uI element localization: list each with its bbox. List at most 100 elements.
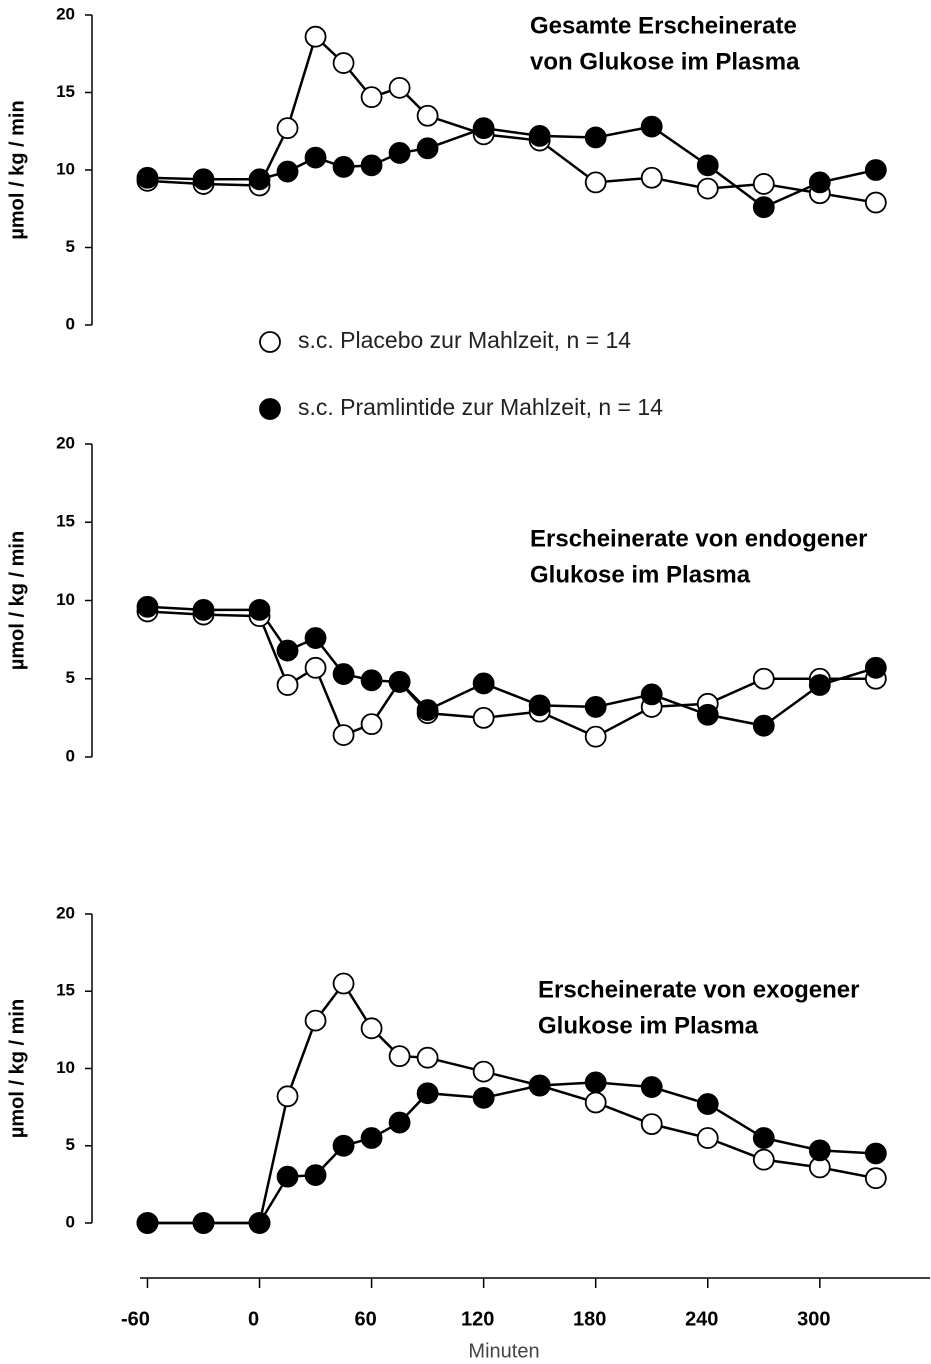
- data-point: [752, 667, 775, 690]
- y-tick-label: 15: [56, 82, 75, 101]
- x-axis-label: Minuten: [468, 1340, 539, 1362]
- data-point: [192, 168, 215, 191]
- data-point: [332, 52, 355, 74]
- data-point: [640, 683, 663, 706]
- data-point: [864, 191, 887, 214]
- x-tick-label: 120: [461, 1308, 494, 1330]
- data-point: [864, 159, 887, 181]
- data-point: [808, 674, 831, 696]
- data-point: [248, 168, 271, 191]
- data-point: [276, 674, 299, 696]
- data-point: [752, 1148, 775, 1171]
- y-tick-label: 10: [56, 159, 75, 178]
- data-point: [752, 1127, 775, 1149]
- data-point: [808, 171, 831, 194]
- data-point: [192, 1212, 215, 1234]
- data-point: [332, 1134, 355, 1157]
- data-point: [332, 724, 355, 746]
- x-tick-label: 300: [797, 1308, 830, 1330]
- data-point: [472, 706, 495, 729]
- panel-title: von Glukose im Plasma: [530, 48, 800, 75]
- y-tick-label: 5: [66, 668, 75, 687]
- y-tick-label: 10: [56, 1058, 75, 1077]
- y-axis-label: µmol / kg / min: [6, 100, 28, 239]
- data-point: [248, 1212, 271, 1234]
- legend-label: s.c. Pramlintide zur Mahlzeit, n = 14: [298, 394, 663, 420]
- data-point: [388, 76, 411, 99]
- data-point: [808, 1139, 831, 1162]
- data-point: [864, 1142, 887, 1165]
- y-tick-label: 5: [66, 1135, 75, 1154]
- data-point: [472, 672, 495, 695]
- y-tick-label: 15: [56, 981, 75, 1000]
- data-point: [472, 117, 495, 140]
- data-point: [696, 1093, 719, 1115]
- y-tick-label: 10: [56, 590, 75, 609]
- data-point: [248, 598, 271, 621]
- data-point: [304, 1164, 327, 1187]
- y-tick-label: 0: [66, 746, 75, 765]
- data-point: [416, 1082, 439, 1105]
- data-point: [332, 155, 355, 178]
- x-tick-label: -60: [121, 1308, 150, 1330]
- data-point: [696, 703, 719, 726]
- data-point: [416, 137, 439, 160]
- data-point: [864, 656, 887, 679]
- y-axis-label: µmol / kg / min: [6, 531, 28, 670]
- x-tick-label: 240: [685, 1308, 718, 1330]
- data-point: [640, 1113, 663, 1136]
- y-axis-label: µmol / kg / min: [6, 999, 28, 1138]
- data-point: [584, 171, 607, 194]
- data-point: [696, 1127, 719, 1149]
- data-point: [584, 126, 607, 149]
- data-point: [276, 1165, 299, 1188]
- panel-title: Erscheinerate von endogener: [530, 525, 867, 552]
- data-point: [360, 154, 383, 177]
- x-tick-label: 180: [573, 1308, 606, 1330]
- x-tick-label: 60: [354, 1308, 376, 1330]
- data-point: [304, 1009, 327, 1032]
- data-point: [360, 1017, 383, 1040]
- data-point: [416, 699, 439, 721]
- data-point: [360, 1127, 383, 1149]
- panel-title: Glukose im Plasma: [530, 561, 751, 588]
- data-point: [416, 104, 439, 127]
- data-point: [276, 1085, 299, 1108]
- data-point: [752, 714, 775, 737]
- data-point: [752, 173, 775, 195]
- data-point: [360, 86, 383, 109]
- data-point: [276, 639, 299, 662]
- data-point: [696, 154, 719, 177]
- data-point: [584, 1071, 607, 1094]
- panel-title: Erscheinerate von exogener: [538, 976, 859, 1003]
- data-point: [276, 117, 299, 140]
- y-tick-label: 20: [56, 433, 75, 452]
- data-point: [584, 1091, 607, 1114]
- y-tick-label: 0: [66, 314, 75, 333]
- data-point: [332, 972, 355, 995]
- data-point: [388, 1045, 411, 1068]
- legend-marker: [259, 398, 281, 420]
- data-point: [528, 124, 551, 147]
- panel-title: Gesamte Erscheinerate: [530, 12, 797, 39]
- panel-title: Glukose im Plasma: [538, 1012, 759, 1039]
- data-point: [584, 696, 607, 718]
- data-point: [276, 160, 299, 183]
- y-tick-label: 15: [56, 512, 75, 531]
- data-point: [192, 598, 215, 621]
- data-point: [360, 713, 383, 736]
- data-point: [752, 196, 775, 219]
- data-point: [360, 669, 383, 692]
- data-point: [416, 1046, 439, 1069]
- data-point: [472, 1060, 495, 1083]
- data-point: [528, 694, 551, 717]
- data-point: [640, 1076, 663, 1098]
- legend-marker: [259, 331, 281, 353]
- data-point: [528, 1074, 551, 1097]
- data-point: [304, 656, 327, 679]
- data-point: [388, 142, 411, 164]
- data-point: [136, 1212, 159, 1234]
- y-tick-label: 5: [66, 237, 75, 256]
- data-point: [136, 166, 159, 189]
- data-point: [472, 1086, 495, 1109]
